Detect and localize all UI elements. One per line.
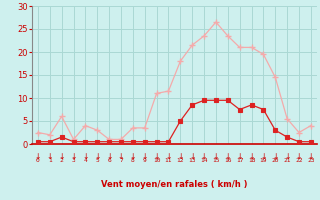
Text: ↓: ↓ [225,152,231,161]
Text: ↓: ↓ [118,152,124,161]
Text: ↓: ↓ [272,152,278,161]
Text: ↓: ↓ [189,152,196,161]
Text: ↓: ↓ [70,152,77,161]
Text: ↓: ↓ [141,152,148,161]
Text: ↓: ↓ [130,152,136,161]
Text: ↓: ↓ [284,152,290,161]
Text: ↓: ↓ [165,152,172,161]
X-axis label: Vent moyen/en rafales ( km/h ): Vent moyen/en rafales ( km/h ) [101,180,248,189]
Text: ↓: ↓ [35,152,41,161]
Text: ↓: ↓ [59,152,65,161]
Text: ↓: ↓ [177,152,184,161]
Text: ↓: ↓ [260,152,267,161]
Text: ↓: ↓ [153,152,160,161]
Text: ↓: ↓ [94,152,100,161]
Text: ↓: ↓ [201,152,207,161]
Text: ↓: ↓ [47,152,53,161]
Text: ↓: ↓ [213,152,219,161]
Text: ↓: ↓ [106,152,112,161]
Text: ↓: ↓ [248,152,255,161]
Text: ↓: ↓ [236,152,243,161]
Text: ↓: ↓ [308,152,314,161]
Text: ↓: ↓ [82,152,89,161]
Text: ↓: ↓ [296,152,302,161]
